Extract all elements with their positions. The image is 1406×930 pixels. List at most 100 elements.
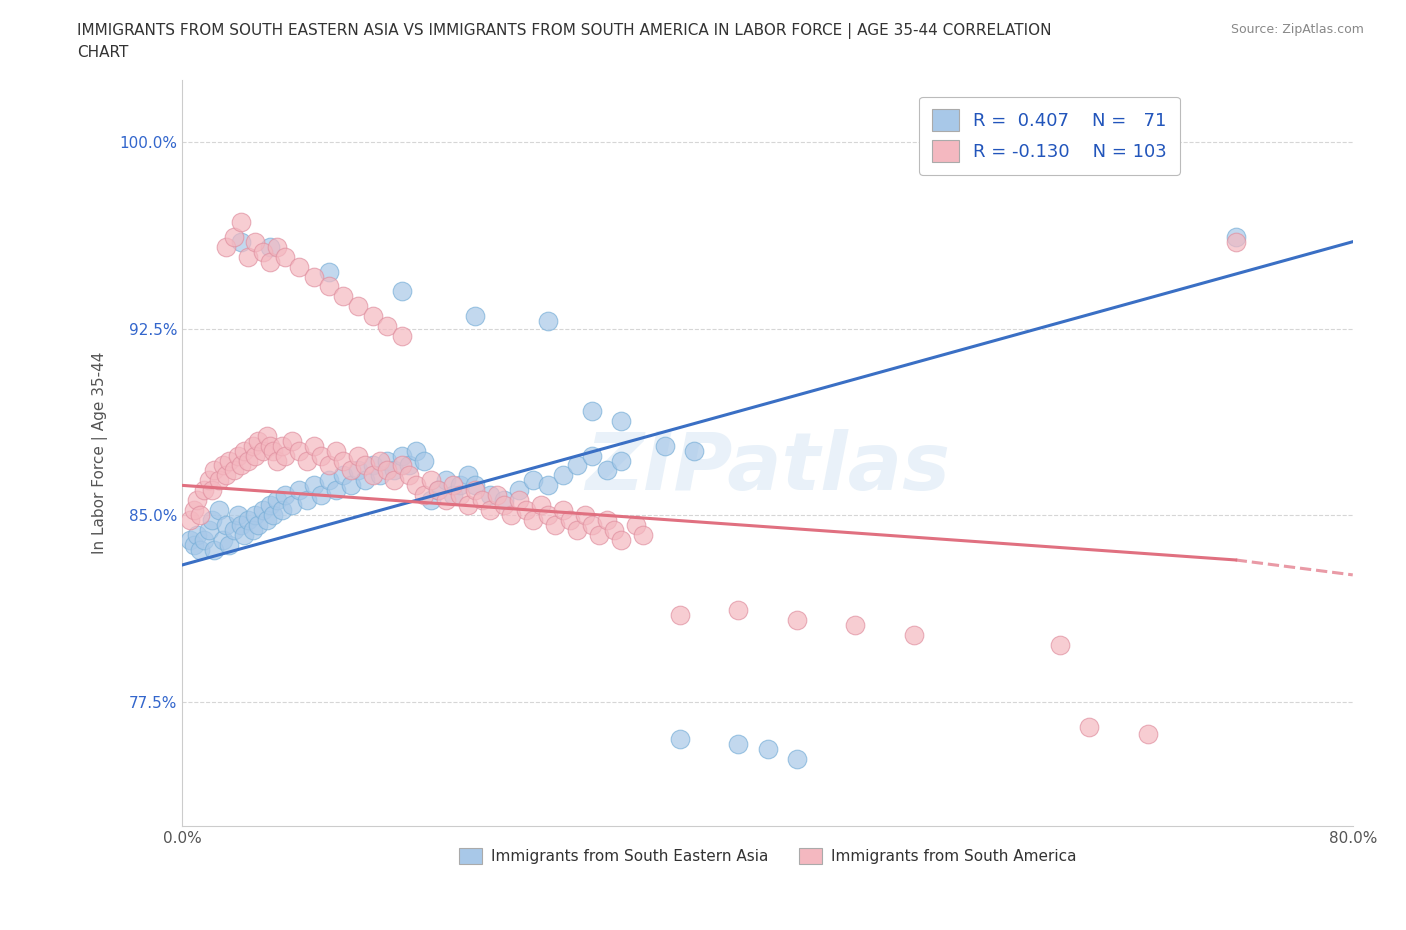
Text: Source: ZipAtlas.com: Source: ZipAtlas.com	[1230, 23, 1364, 36]
Point	[259, 438, 281, 453]
Point	[494, 493, 516, 508]
Point	[212, 458, 235, 473]
Point	[215, 468, 238, 483]
Point	[420, 473, 443, 488]
Point	[903, 627, 925, 642]
Point	[405, 478, 427, 493]
Point	[501, 508, 523, 523]
Point	[412, 453, 434, 468]
Point	[318, 458, 340, 473]
Point	[270, 503, 292, 518]
Point	[610, 533, 633, 548]
Text: CHART: CHART	[77, 45, 129, 60]
Point	[218, 453, 240, 468]
Point	[325, 443, 347, 458]
Point	[247, 433, 270, 448]
Point	[229, 234, 252, 249]
Point	[288, 483, 311, 498]
Point	[339, 478, 361, 493]
Point	[222, 463, 245, 478]
Point	[266, 453, 288, 468]
Point	[302, 269, 325, 284]
Point	[270, 438, 292, 453]
Point	[844, 618, 866, 632]
Point	[471, 493, 494, 508]
Point	[274, 448, 297, 463]
Point	[232, 527, 254, 542]
Point	[1078, 719, 1101, 734]
Point	[530, 498, 553, 512]
Point	[252, 443, 274, 458]
Point	[325, 483, 347, 498]
Point	[193, 533, 215, 548]
Point	[256, 428, 278, 443]
Point	[347, 448, 370, 463]
Point	[668, 732, 690, 747]
Y-axis label: In Labor Force | Age 35-44: In Labor Force | Age 35-44	[93, 352, 108, 554]
Point	[683, 443, 706, 458]
Point	[515, 503, 537, 518]
Point	[229, 458, 252, 473]
Point	[494, 498, 516, 512]
Point	[311, 448, 333, 463]
Point	[449, 478, 471, 493]
Point	[581, 448, 603, 463]
Point	[375, 453, 398, 468]
Point	[200, 483, 222, 498]
Point	[259, 239, 281, 254]
Point	[274, 488, 297, 503]
Point	[567, 523, 589, 538]
Point	[215, 518, 238, 533]
Point	[668, 607, 690, 622]
Point	[368, 453, 391, 468]
Point	[624, 518, 647, 533]
Point	[434, 493, 457, 508]
Point	[226, 448, 249, 463]
Point	[347, 299, 370, 313]
Point	[441, 478, 464, 493]
Point	[1136, 726, 1159, 741]
Point	[229, 215, 252, 230]
Point	[295, 453, 318, 468]
Point	[1225, 230, 1247, 245]
Point	[252, 503, 274, 518]
Point	[302, 438, 325, 453]
Point	[252, 245, 274, 259]
Point	[391, 458, 413, 473]
Point	[188, 542, 211, 557]
Point	[464, 478, 486, 493]
Point	[256, 512, 278, 527]
Point	[229, 518, 252, 533]
Text: IMMIGRANTS FROM SOUTH EASTERN ASIA VS IMMIGRANTS FROM SOUTH AMERICA IN LABOR FOR: IMMIGRANTS FROM SOUTH EASTERN ASIA VS IM…	[77, 23, 1052, 39]
Point	[281, 498, 304, 512]
Point	[391, 284, 413, 299]
Point	[232, 443, 254, 458]
Point	[245, 448, 267, 463]
Point	[581, 404, 603, 418]
Point	[242, 438, 264, 453]
Point	[449, 488, 471, 503]
Point	[567, 458, 589, 473]
Point	[786, 751, 808, 766]
Point	[295, 493, 318, 508]
Point	[551, 468, 574, 483]
Point	[266, 493, 288, 508]
Point	[522, 473, 544, 488]
Point	[588, 527, 610, 542]
Point	[288, 443, 311, 458]
Point	[558, 512, 581, 527]
Point	[179, 533, 201, 548]
Point	[544, 518, 567, 533]
Point	[485, 488, 508, 503]
Point	[262, 443, 284, 458]
Point	[222, 230, 245, 245]
Point	[478, 488, 501, 503]
Point	[281, 433, 304, 448]
Point	[441, 488, 464, 503]
Point	[537, 508, 560, 523]
Point	[457, 468, 479, 483]
Point	[508, 483, 530, 498]
Point	[595, 463, 617, 478]
Point	[354, 458, 377, 473]
Point	[242, 523, 264, 538]
